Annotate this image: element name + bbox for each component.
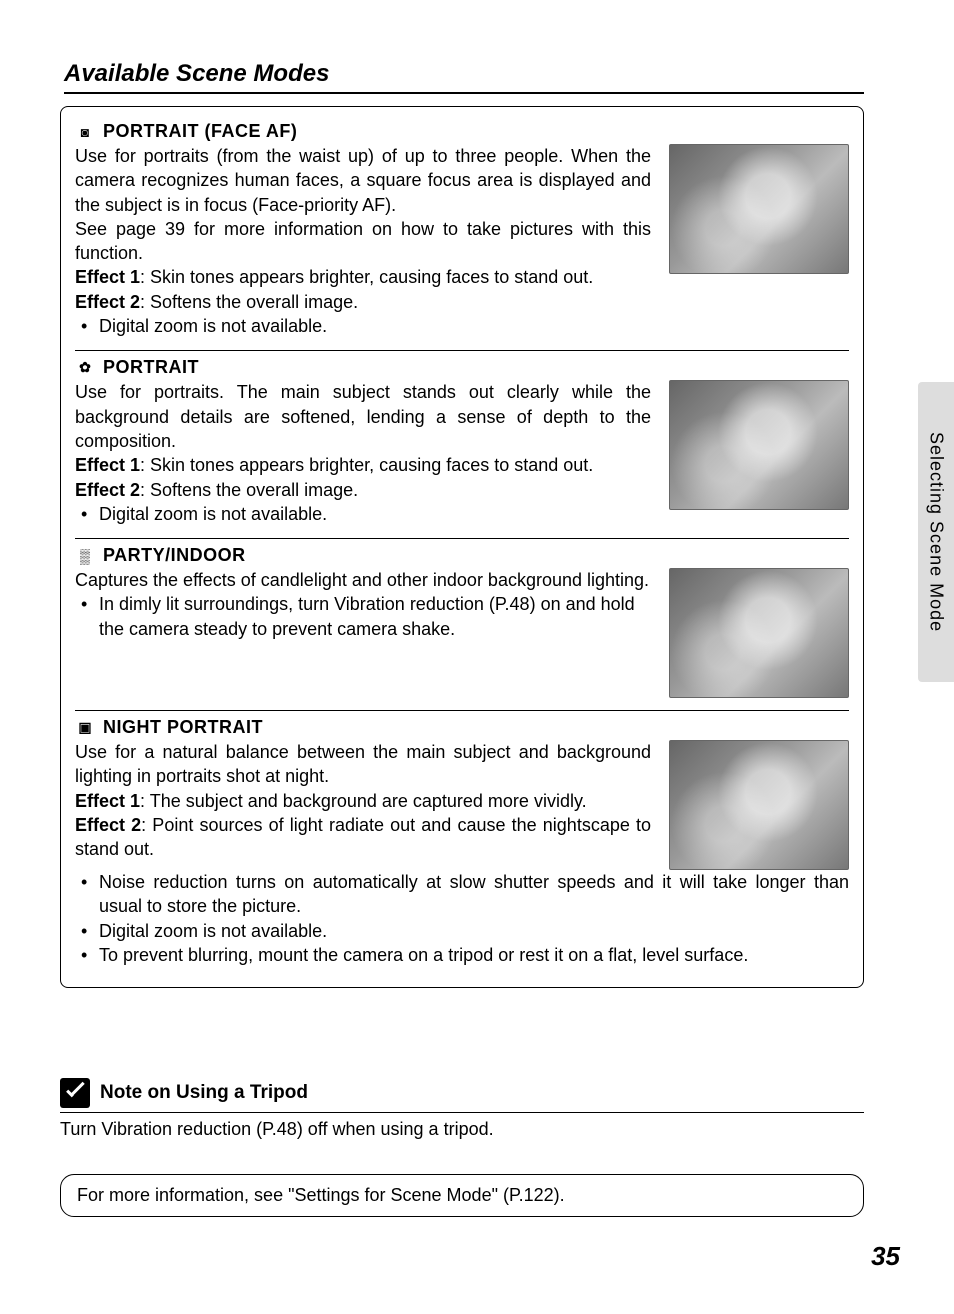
- side-tab-label: Selecting Scene Mode: [926, 432, 947, 632]
- info-crossref: For more information, see "Settings for …: [60, 1174, 864, 1217]
- scene-mode-image: [669, 740, 849, 870]
- scene-mode-icon: ▒: [75, 548, 95, 564]
- scene-mode-image: [669, 568, 849, 698]
- scene-mode-text: Use for portraits. The main subject stan…: [75, 380, 651, 526]
- scene-mode-bullet: In dimly lit surroundings, turn Vibratio…: [77, 592, 651, 641]
- scene-mode-title: PORTRAIT: [103, 357, 199, 378]
- scene-mode-effect: Effect 2: Softens the overall image.: [75, 478, 651, 502]
- scene-mode-bullet: Digital zoom is not available.: [77, 919, 849, 943]
- scene-mode-title: PORTRAIT (FACE AF): [103, 121, 297, 142]
- scene-mode-image: [669, 144, 849, 274]
- scene-mode-text: Captures the effects of candlelight and …: [75, 568, 651, 641]
- scene-mode-icon: ✿: [75, 360, 95, 376]
- scene-mode-effect: Effect 2: Softens the overall image.: [75, 290, 651, 314]
- scene-mode-bullet: Digital zoom is not available.: [77, 314, 651, 338]
- scene-mode-text: Use for a natural balance between the ma…: [75, 740, 651, 861]
- scene-mode-paragraph: Use for portraits (from the waist up) of…: [75, 144, 651, 217]
- scene-mode-icon: ◙: [75, 124, 95, 140]
- scene-mode: ▒ PARTY/INDOORCaptures the effects of can…: [75, 538, 849, 704]
- scene-mode-paragraph: Use for a natural balance between the ma…: [75, 740, 651, 789]
- scene-mode: ◙ PORTRAIT (FACE AF)Use for portraits (fr…: [75, 115, 849, 344]
- scene-mode-title: PARTY/INDOOR: [103, 545, 246, 566]
- note-block: Note on Using a Tripod Turn Vibration re…: [60, 1078, 864, 1140]
- scene-mode-effect: Effect 1: The subject and background are…: [75, 789, 651, 813]
- scene-mode-title: NIGHT PORTRAIT: [103, 717, 263, 738]
- scene-mode: ✿ PORTRAITUse for portraits. The main sub…: [75, 350, 849, 532]
- scene-mode-effect: Effect 1: Skin tones appears brighter, c…: [75, 265, 651, 289]
- scene-mode-effect: Effect 2: Point sources of light radiate…: [75, 813, 651, 862]
- scene-mode-paragraph: Captures the effects of candlelight and …: [75, 568, 651, 592]
- scene-mode-paragraph: See page 39 for more information on how …: [75, 217, 651, 266]
- scene-mode-bullet: Digital zoom is not available.: [77, 502, 651, 526]
- scene-mode-bullet: Noise reduction turns on automatically a…: [77, 870, 849, 919]
- note-text: Turn Vibration reduction (P.48) off when…: [60, 1119, 864, 1140]
- scene-mode: ▣ NIGHT PORTRAITUse for a natural balance…: [75, 710, 849, 973]
- scene-mode-effect: Effect 1: Skin tones appears brighter, c…: [75, 453, 651, 477]
- scene-mode-bullet: To prevent blurring, mount the camera on…: [77, 943, 849, 967]
- section-title: Available Scene Modes: [64, 60, 864, 94]
- scene-modes-box: ◙ PORTRAIT (FACE AF)Use for portraits (fr…: [60, 106, 864, 988]
- scene-mode-image: [669, 380, 849, 510]
- page-number: 35: [871, 1241, 900, 1272]
- scene-mode-icon: ▣: [75, 720, 95, 736]
- scene-mode-text: Use for portraits (from the waist up) of…: [75, 144, 651, 338]
- side-tab: Selecting Scene Mode: [918, 382, 954, 682]
- scene-mode-paragraph: Use for portraits. The main subject stan…: [75, 380, 651, 453]
- check-icon: [60, 1078, 90, 1108]
- note-title: Note on Using a Tripod: [100, 1082, 308, 1104]
